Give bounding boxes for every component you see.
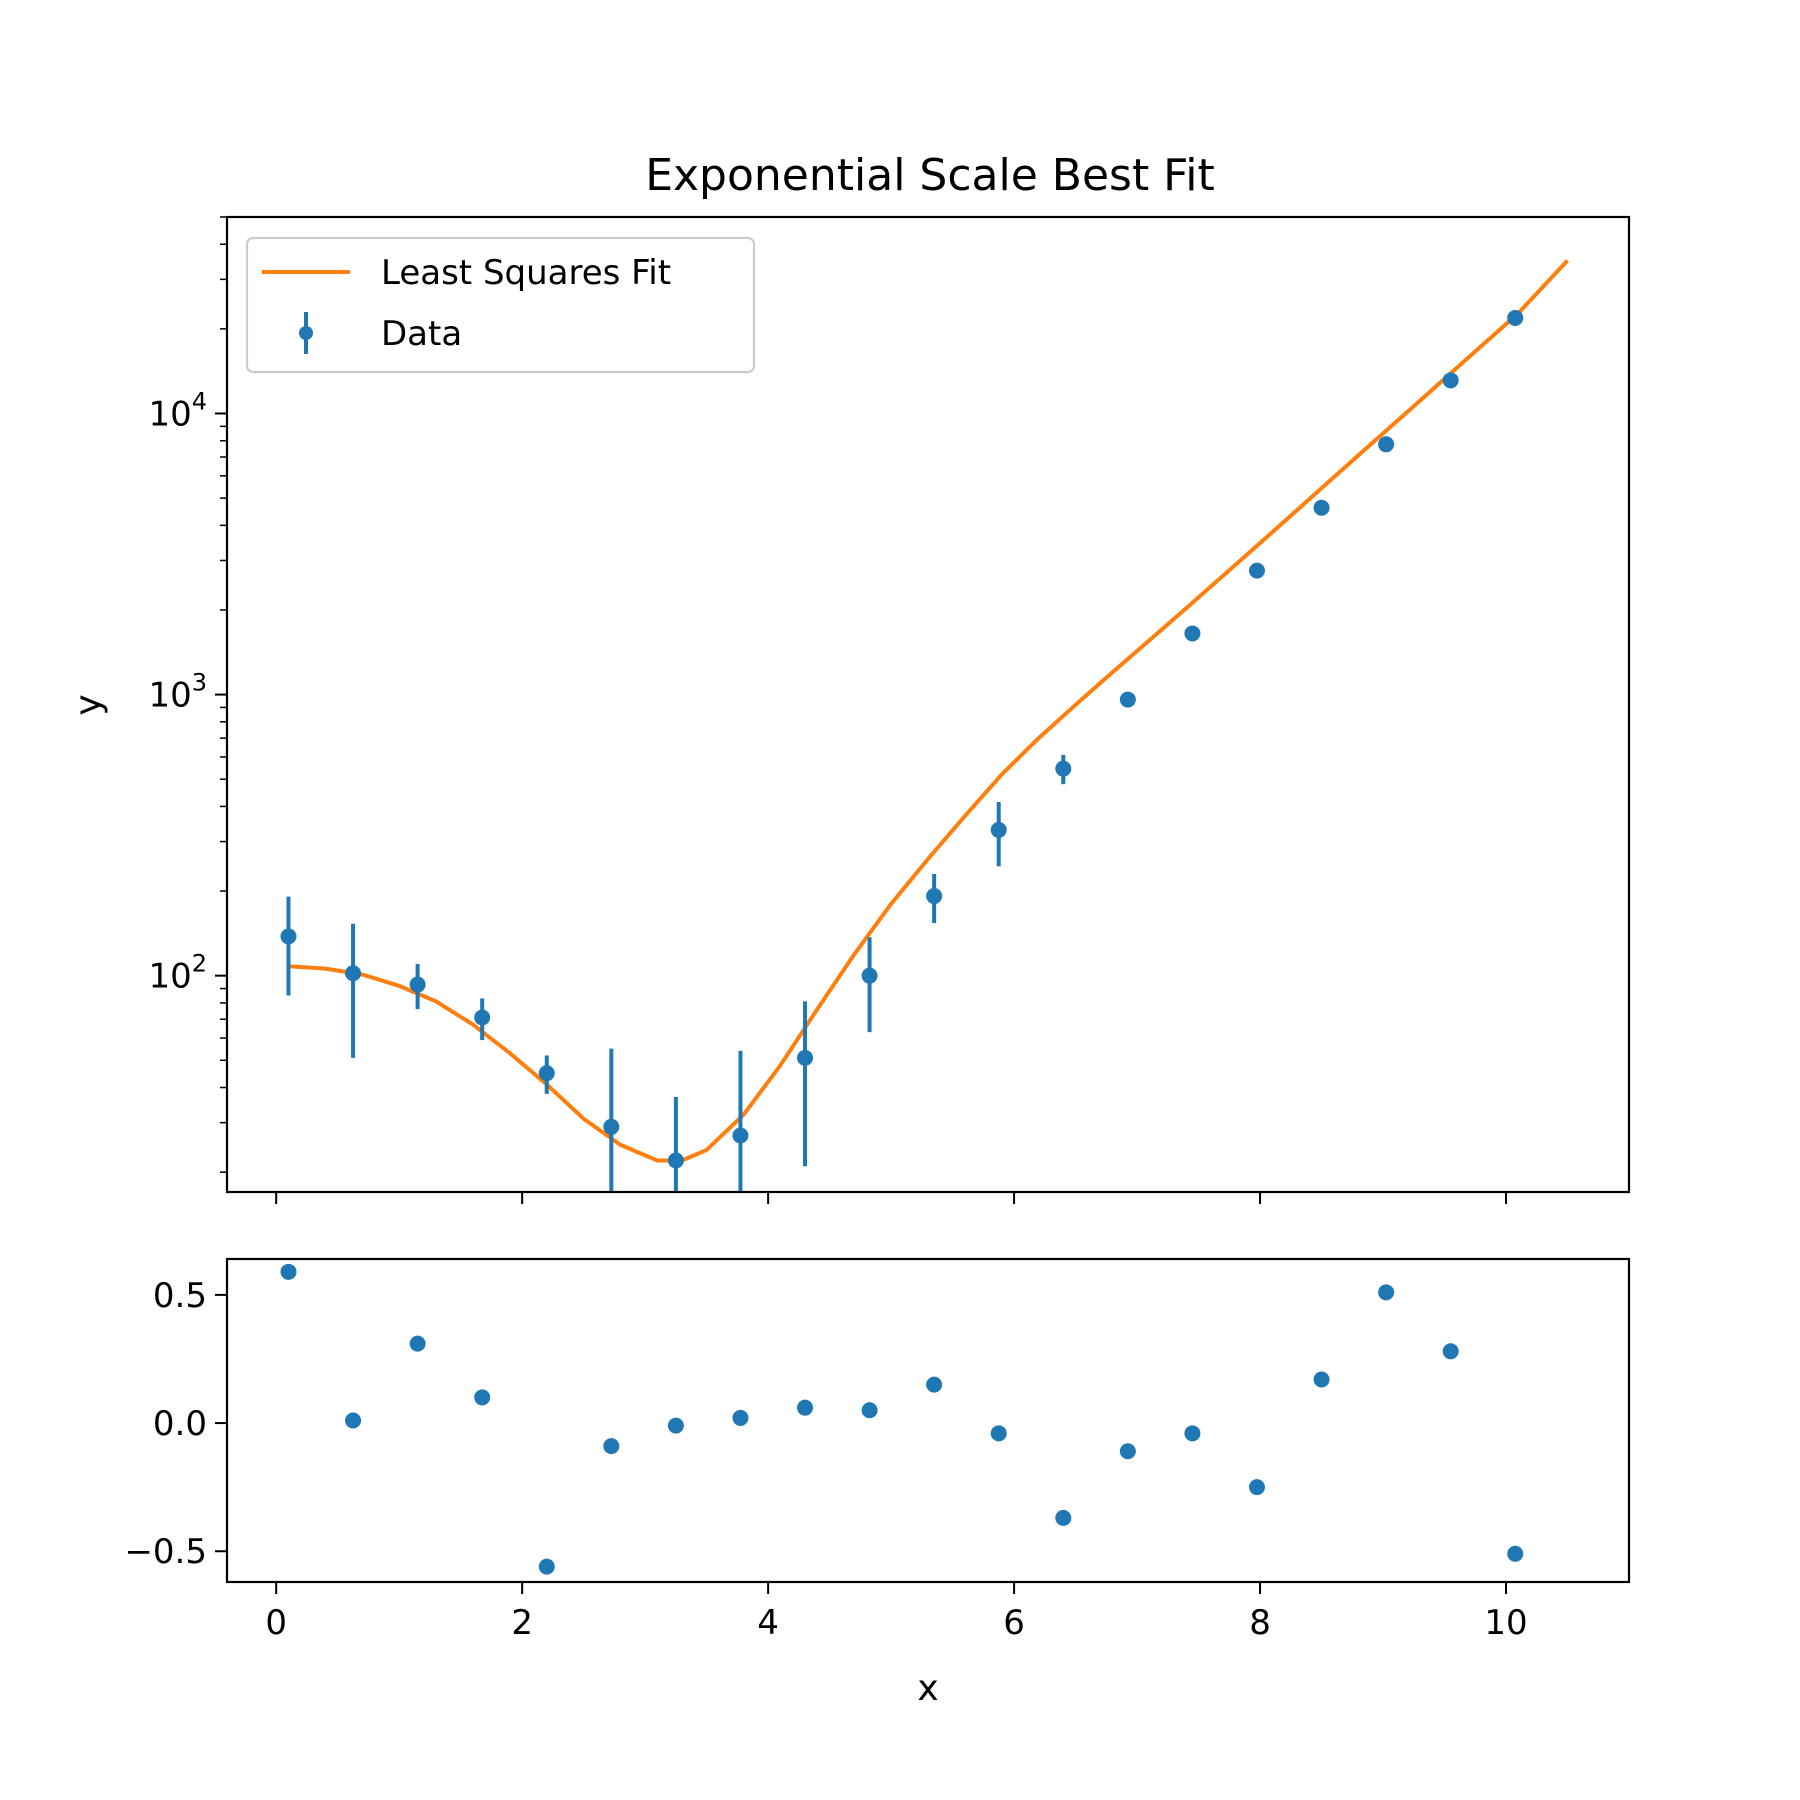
residual-point [538, 1558, 555, 1575]
residual-point [1507, 1545, 1524, 1562]
data-point [1378, 436, 1395, 453]
residual-point [926, 1376, 943, 1393]
main-plot-panel: Exponential Scale Best Fit y 102 103 104 L… [68, 150, 1631, 1204]
data-point [1248, 562, 1265, 579]
x-tick-label-3: 6 [1003, 1603, 1025, 1643]
residual-point [1442, 1343, 1459, 1360]
residual-axis-ticks: 0 2 4 6 8 10 −0.5 0.0 0.5 [124, 1276, 1527, 1643]
main-y-tick-label-2: 104 [148, 387, 207, 434]
legend-box [245, 236, 756, 374]
y-axis-label: y [68, 694, 109, 715]
main-plot-area [280, 259, 1569, 1192]
data-point [1184, 625, 1201, 642]
fit-line [288, 259, 1569, 1163]
data-point [797, 1049, 814, 1066]
residual-point [861, 1402, 878, 1419]
data-point [409, 976, 426, 993]
x-tick-label-1: 2 [511, 1603, 533, 1643]
x-tick-label-0: 0 [265, 1603, 287, 1643]
chart-title: Exponential Scale Best Fit [645, 150, 1215, 201]
data-point [990, 821, 1007, 838]
residual-point [1055, 1509, 1072, 1526]
data-point [1442, 372, 1459, 389]
residual-point [409, 1335, 426, 1352]
resid-y-tick-label-1: 0.0 [153, 1404, 207, 1444]
residual-point [280, 1263, 297, 1280]
data-point [926, 888, 943, 905]
resid-y-tick-label-0: −0.5 [124, 1532, 207, 1572]
data-point [280, 928, 297, 945]
data-point [538, 1065, 555, 1082]
main-axes-frame [225, 215, 1631, 1194]
legend-marker-swatch [299, 326, 313, 340]
x-tick-label-5: 10 [1484, 1603, 1527, 1643]
data-point [1055, 760, 1072, 777]
x-tick-label-4: 8 [1249, 1603, 1271, 1643]
main-y-tick-label-0: 102 [148, 950, 207, 997]
main-axis-ticks: 102 103 104 [148, 216, 1508, 1204]
residual-point [603, 1438, 620, 1455]
x-tick-label-2: 4 [757, 1603, 779, 1643]
residual-point [1248, 1479, 1265, 1496]
legend: Least Squares Fit Data [245, 236, 756, 374]
residual-plot-panel: 0 2 4 6 8 10 −0.5 0.0 0.5 x [124, 1257, 1631, 1709]
residual-point [797, 1399, 814, 1416]
data-point [732, 1127, 749, 1144]
resid-y-tick-label-2: 0.5 [153, 1276, 207, 1316]
data-point [474, 1009, 491, 1026]
x-axis-label: x [917, 1668, 938, 1709]
legend-label-data: Data [381, 314, 462, 354]
main-y-tick-label-1: 103 [148, 669, 207, 716]
data-point [667, 1152, 684, 1169]
residual-point [990, 1425, 1007, 1442]
data-point [1507, 309, 1524, 326]
residual-point [1184, 1425, 1201, 1442]
residual-point [474, 1389, 491, 1406]
residual-point [345, 1412, 362, 1429]
data-point [1119, 691, 1136, 708]
residual-axes-frame [225, 1257, 1631, 1584]
data-point [603, 1118, 620, 1135]
legend-label-fit: Least Squares Fit [381, 253, 671, 293]
residual-point [1378, 1284, 1395, 1301]
residual-point [1313, 1371, 1330, 1388]
data-point [861, 967, 878, 984]
residual-point [1119, 1443, 1136, 1460]
data-point [1313, 499, 1330, 516]
residual-plot-area [280, 1263, 1524, 1575]
residual-point [667, 1417, 684, 1434]
data-point [345, 965, 362, 982]
residual-point [732, 1409, 749, 1426]
